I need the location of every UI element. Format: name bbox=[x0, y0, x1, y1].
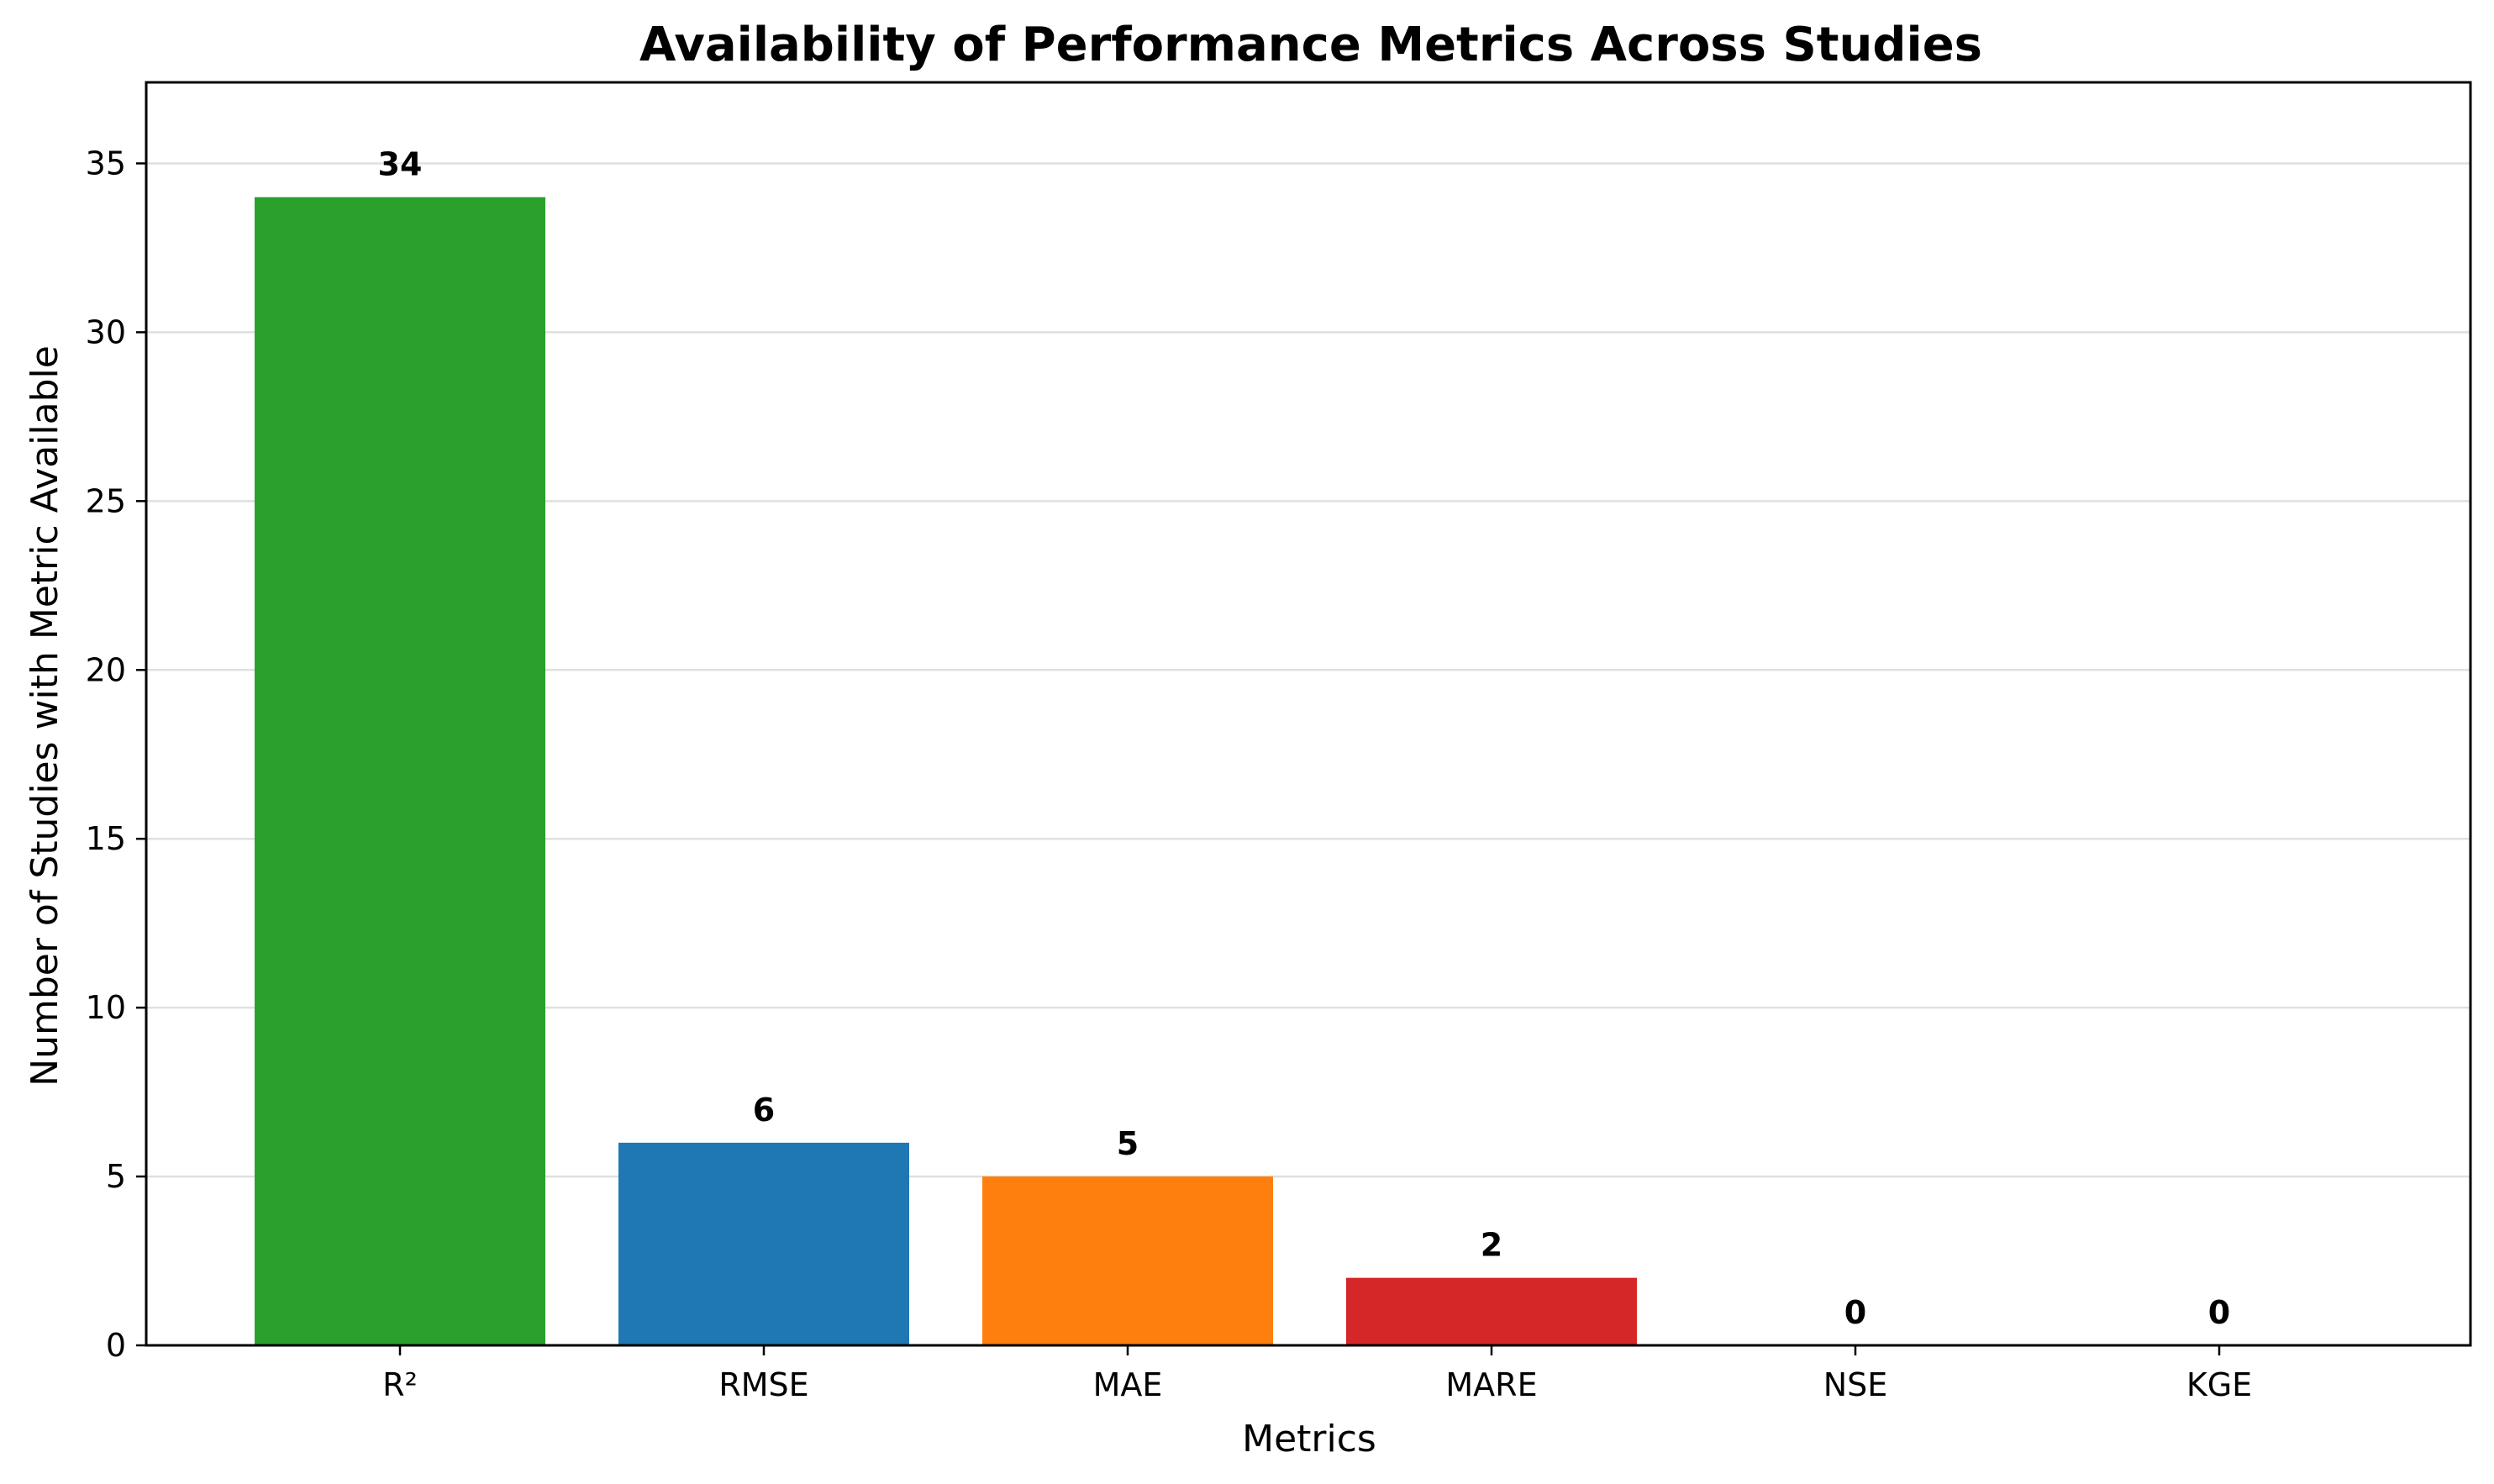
x-tick-label: R² bbox=[382, 1366, 418, 1403]
data-label: 6 bbox=[753, 1092, 775, 1129]
x-tick-label: RMSE bbox=[718, 1366, 808, 1403]
bars bbox=[255, 197, 1637, 1346]
bar-mare bbox=[1346, 1277, 1637, 1345]
data-label: 5 bbox=[1117, 1125, 1139, 1162]
plot-frame bbox=[145, 81, 2472, 1347]
x-axis-label: Metrics bbox=[1242, 1418, 1376, 1460]
data-label: 0 bbox=[2208, 1294, 2230, 1331]
x-axis-ticks: R² RMSE MAE MARE NSE KGE bbox=[382, 1345, 2252, 1403]
y-tick-label: 35 bbox=[86, 145, 126, 182]
data-label: 0 bbox=[1844, 1294, 1866, 1331]
y-axis-label: Number of Studies with Metric Available bbox=[24, 345, 66, 1087]
data-label: 2 bbox=[1481, 1227, 1502, 1264]
x-tick-label: MAE bbox=[1093, 1366, 1163, 1403]
chart-title: Availability of Performance Metrics Acro… bbox=[639, 18, 1982, 72]
bar-r bbox=[255, 197, 545, 1346]
x-tick-label: KGE bbox=[2186, 1366, 2252, 1403]
x-tick-label: NSE bbox=[1823, 1366, 1888, 1403]
y-tick-label: 20 bbox=[86, 651, 126, 688]
y-axis-ticks: 0 5 10 15 20 25 30 35 bbox=[86, 145, 146, 1364]
y-tick-label: 0 bbox=[106, 1327, 126, 1364]
data-labels: 34 6 5 2 0 0 bbox=[378, 146, 2231, 1331]
x-tick-label: MARE bbox=[1445, 1366, 1537, 1403]
y-tick-label: 15 bbox=[86, 820, 126, 857]
y-tick-label: 5 bbox=[106, 1158, 126, 1195]
y-tick-label: 25 bbox=[86, 482, 126, 519]
bar-rmse bbox=[618, 1142, 909, 1345]
y-tick-label: 30 bbox=[86, 313, 126, 350]
bar-mae bbox=[982, 1176, 1273, 1345]
y-tick-label: 10 bbox=[86, 989, 126, 1026]
data-label: 34 bbox=[378, 146, 423, 183]
